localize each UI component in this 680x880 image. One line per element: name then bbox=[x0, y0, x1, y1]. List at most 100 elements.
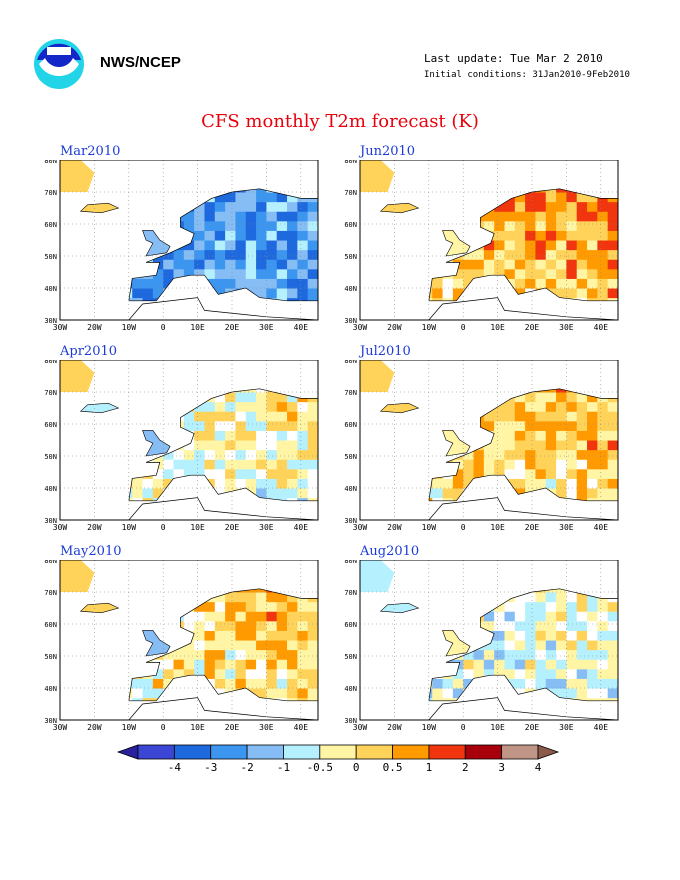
lon-tick-label: 20E bbox=[525, 323, 540, 332]
lat-tick-label: 50N bbox=[344, 653, 357, 661]
lat-tick-label: 70N bbox=[344, 189, 357, 197]
legend-tick-label: 3 bbox=[498, 761, 505, 774]
lon-tick-label: 30E bbox=[259, 323, 274, 332]
lon-tick-label: 20E bbox=[525, 523, 540, 532]
lat-tick-label: 60N bbox=[344, 621, 357, 629]
lat-tick-label: 80N bbox=[344, 560, 357, 565]
noaa-logo-icon bbox=[34, 39, 84, 89]
lon-tick-label: 20E bbox=[225, 323, 240, 332]
lon-tick-label: 0 bbox=[461, 323, 466, 332]
lon-tick-label: 10E bbox=[490, 523, 505, 532]
lon-tick-label: 20E bbox=[225, 523, 240, 532]
lat-tick-label: 30N bbox=[344, 517, 357, 525]
legend-swatch bbox=[464, 744, 503, 760]
lat-tick-label: 60N bbox=[44, 221, 57, 229]
panel-month-label: Jun2010 bbox=[360, 144, 416, 159]
legend-tick-label: -0.5 bbox=[307, 761, 334, 774]
legend-swatch bbox=[355, 744, 393, 760]
lat-tick-label: 50N bbox=[44, 253, 57, 261]
lon-tick-label: 30W bbox=[53, 523, 68, 532]
legend-swatch bbox=[319, 744, 357, 760]
lon-tick-label: 30E bbox=[559, 523, 574, 532]
lat-tick-label: 40N bbox=[344, 285, 357, 293]
lon-tick-label: 30E bbox=[259, 523, 274, 532]
panel-month-label: Apr2010 bbox=[60, 344, 118, 359]
lat-tick-label: 70N bbox=[344, 389, 357, 397]
lat-tick-label: 50N bbox=[344, 453, 357, 461]
last-update: Last update: Tue Mar 2 2010 bbox=[424, 52, 603, 65]
lon-tick-label: 10E bbox=[490, 723, 505, 732]
lat-tick-label: 30N bbox=[344, 317, 357, 325]
lon-tick-label: 10W bbox=[122, 723, 137, 732]
lon-tick-label: 0 bbox=[461, 723, 466, 732]
lon-tick-label: 30W bbox=[353, 323, 368, 332]
panel-month-label: Aug2010 bbox=[360, 544, 420, 559]
lon-tick-label: 30E bbox=[559, 723, 574, 732]
legend-arrow-right bbox=[537, 744, 560, 760]
lon-tick-label: 40E bbox=[294, 523, 309, 532]
legend-swatch bbox=[137, 744, 175, 760]
lat-tick-label: 80N bbox=[44, 560, 57, 565]
lon-tick-label: 0 bbox=[461, 523, 466, 532]
lat-tick-label: 60N bbox=[344, 421, 357, 429]
lon-tick-label: 10E bbox=[190, 323, 205, 332]
forecast-map: 30W 20W 10W 0 10E 20E 30E 40E 30N 40N 50N 60N 70N 80N bbox=[44, 560, 319, 732]
lon-tick-label: 20W bbox=[87, 523, 102, 532]
lat-tick-label: 60N bbox=[344, 221, 357, 229]
legend-swatch bbox=[173, 744, 212, 760]
lat-tick-label: 30N bbox=[44, 517, 57, 525]
legend-tick-label: -4 bbox=[168, 761, 182, 774]
lat-tick-label: 50N bbox=[44, 453, 57, 461]
lat-tick-label: 80N bbox=[44, 360, 57, 365]
lat-tick-label: 40N bbox=[44, 285, 57, 293]
lon-tick-label: 0 bbox=[161, 323, 166, 332]
initial-conditions: Initial conditions: 31Jan2010-9Feb2010 bbox=[424, 70, 630, 80]
legend-swatch bbox=[283, 744, 321, 760]
lat-tick-label: 70N bbox=[44, 589, 57, 597]
legend-tick-label: 0 bbox=[353, 761, 360, 774]
legend-swatch bbox=[428, 744, 466, 760]
lat-tick-label: 30N bbox=[344, 717, 357, 725]
panel-month-label: Mar2010 bbox=[60, 144, 121, 159]
panel-month-label: May2010 bbox=[60, 544, 122, 559]
lat-tick-label: 50N bbox=[44, 653, 57, 661]
lat-tick-label: 60N bbox=[44, 421, 57, 429]
forecast-map: 30W 20W 10W 0 10E 20E 30E 40E 30N 40N 50N 60N 70N 80N bbox=[44, 160, 319, 332]
legend-tick-label: 2 bbox=[462, 761, 469, 774]
forecast-map: 30W 20W 10W 0 10E 20E 30E 40E 30N 40N 50N 60N 70N 80N bbox=[344, 560, 619, 732]
lon-tick-label: 30W bbox=[353, 723, 368, 732]
lon-tick-label: 20W bbox=[87, 723, 102, 732]
lon-tick-label: 0 bbox=[161, 523, 166, 532]
lon-tick-label: 40E bbox=[594, 323, 609, 332]
legend-tick-label: 4 bbox=[535, 761, 542, 774]
lon-tick-label: 20W bbox=[387, 523, 402, 532]
page-title: CFS monthly T2m forecast (K) bbox=[201, 111, 479, 132]
lat-tick-label: 50N bbox=[344, 253, 357, 261]
forecast-map: 30W 20W 10W 0 10E 20E 30E 40E 30N 40N 50N 60N 70N 80N bbox=[344, 160, 619, 332]
panel-month-label: Jul2010 bbox=[360, 344, 411, 359]
lon-tick-label: 20E bbox=[525, 723, 540, 732]
lat-tick-label: 70N bbox=[344, 589, 357, 597]
lon-tick-label: 10W bbox=[422, 323, 437, 332]
lon-tick-label: 10W bbox=[422, 723, 437, 732]
legend-arrow-left bbox=[116, 744, 139, 760]
lon-tick-label: 40E bbox=[594, 523, 609, 532]
lon-tick-label: 10W bbox=[122, 323, 137, 332]
agency-label: NWS/NCEP bbox=[100, 54, 181, 71]
lon-tick-label: 20W bbox=[387, 723, 402, 732]
lat-tick-label: 30N bbox=[44, 317, 57, 325]
lat-tick-label: 80N bbox=[44, 160, 57, 165]
lon-tick-label: 0 bbox=[161, 723, 166, 732]
lon-tick-label: 40E bbox=[294, 723, 309, 732]
legend-swatch bbox=[210, 744, 248, 760]
lon-tick-label: 10E bbox=[190, 523, 205, 532]
lon-tick-label: 30W bbox=[53, 723, 68, 732]
lat-tick-label: 30N bbox=[44, 717, 57, 725]
legend-tick-label: 1 bbox=[426, 761, 433, 774]
legend-tick-label: -1 bbox=[277, 761, 290, 774]
lat-tick-label: 40N bbox=[44, 485, 57, 493]
lat-tick-label: 80N bbox=[344, 160, 357, 165]
lat-tick-label: 40N bbox=[44, 685, 57, 693]
lon-tick-label: 30W bbox=[53, 323, 68, 332]
